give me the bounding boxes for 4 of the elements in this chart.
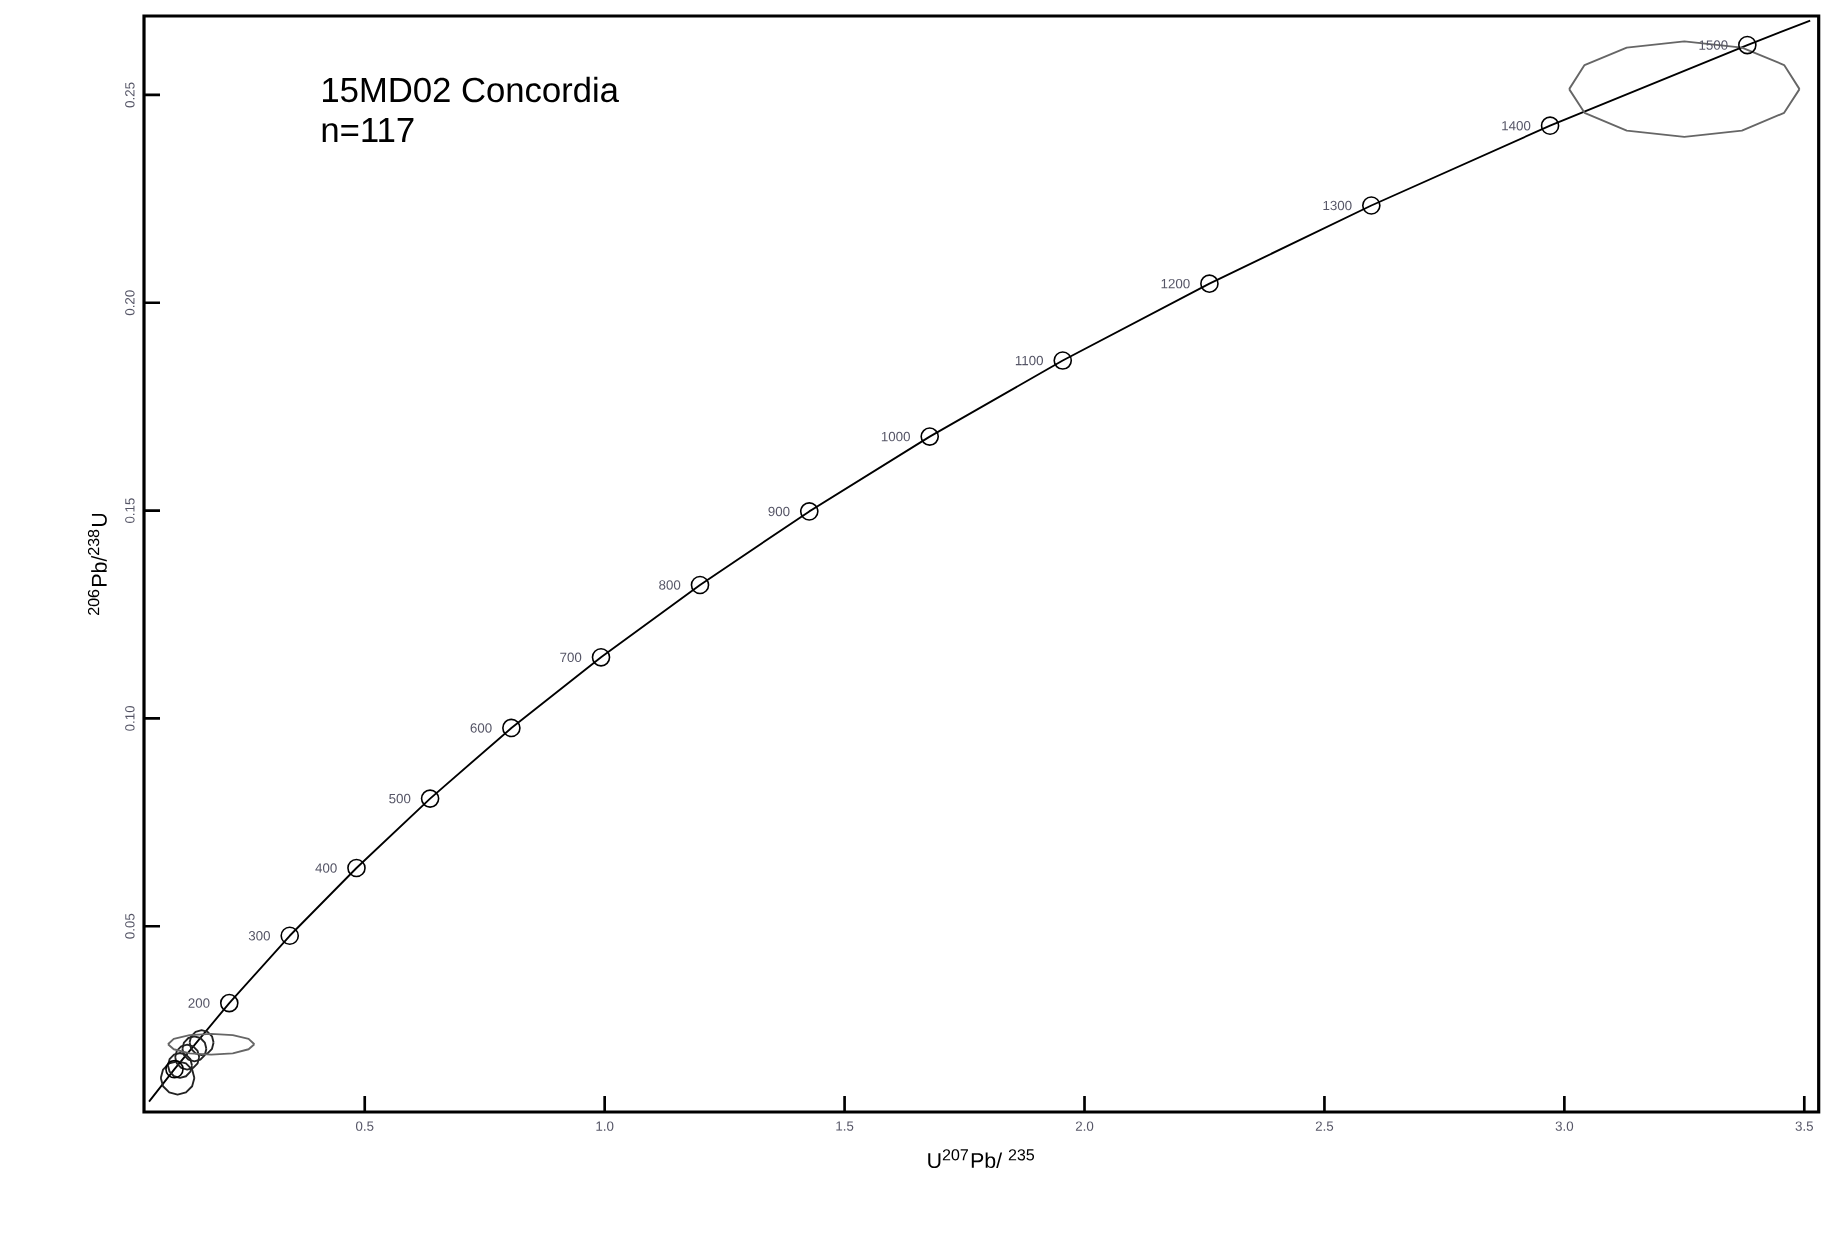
text: n=117 (322, 118, 414, 142)
x-axis-title: U$^{207}$Pb/ $^{235}$ (928, 1149, 1035, 1169)
y-axis-title: $^{206}$Pb/$^{238}$U (87, 513, 107, 615)
text: 15MD02 Concordia (323, 76, 619, 103)
